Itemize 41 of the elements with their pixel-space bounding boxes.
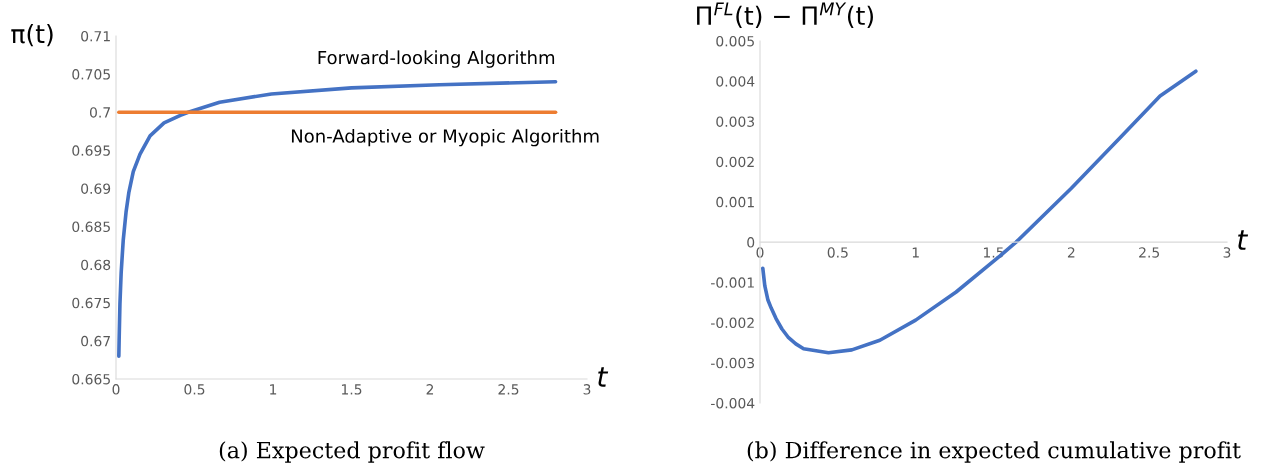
y-tick-label: 0.68 — [81, 259, 111, 271]
x-tick-label: 0.5 — [184, 384, 205, 395]
x-tick-label: 3 — [1223, 247, 1231, 258]
y-axis-title: π(t) — [11, 23, 53, 47]
y-tick-label: 0.005 — [716, 35, 754, 47]
x-tick-label: 0 — [112, 384, 120, 395]
y-tick-label: -0.002 — [711, 317, 754, 329]
y-tick-label: -0.001 — [711, 277, 754, 288]
y-tick-label: 0 — [747, 237, 755, 248]
x-tick-label: 0 — [756, 247, 764, 258]
x-tick-label: 1 — [912, 247, 919, 258]
y-axis-title: Π$^{FL}$(t) − Π$^{MY}$(t) — [697, 2, 873, 29]
x-tick-label: 1 — [270, 384, 277, 395]
text: (b) Difference in expected cumulative profit — [747, 441, 1241, 463]
y-tick-label: 0.001 — [716, 196, 754, 208]
series-label: Non-Adaptive or Myopic Algorithm — [291, 128, 599, 147]
x-tick-label: 1.5 — [341, 384, 362, 395]
y-tick-label: 0.705 — [72, 69, 110, 80]
y-tick-label: -0.004 — [711, 397, 755, 409]
x-tick-label: 2.5 — [498, 384, 519, 395]
y-tick-label: 0.004 — [716, 76, 755, 87]
y-tick-label: 0.002 — [716, 156, 754, 168]
y-tick-label: 0.675 — [72, 297, 110, 309]
series-label: Forward-looking Algorithm — [318, 50, 555, 68]
x-tick-label: 2 — [1067, 247, 1075, 258]
y-tick-label: 0.71 — [81, 30, 110, 42]
y-tick-label: 0.003 — [716, 116, 755, 127]
text: (a) Expected profit flow — [219, 441, 485, 463]
y-tick-label: 0.695 — [72, 145, 110, 156]
x-axis-title: t — [1238, 230, 1249, 250]
x-tick-label: 2.5 — [1139, 247, 1159, 258]
x-tick-label: 2 — [426, 384, 434, 395]
x-tick-label: 0.5 — [827, 247, 848, 258]
x-axis-title: t — [598, 367, 609, 387]
y-tick-label: -0.003 — [711, 357, 755, 369]
y-tick-label: 0.7 — [89, 107, 110, 118]
y-tick-label: 0.67 — [81, 335, 110, 347]
y-tick-label: 0.69 — [81, 183, 111, 194]
y-tick-label: 0.685 — [72, 221, 110, 233]
y-tick-label: 0.665 — [72, 373, 110, 385]
x-tick-label: 3 — [583, 384, 591, 395]
